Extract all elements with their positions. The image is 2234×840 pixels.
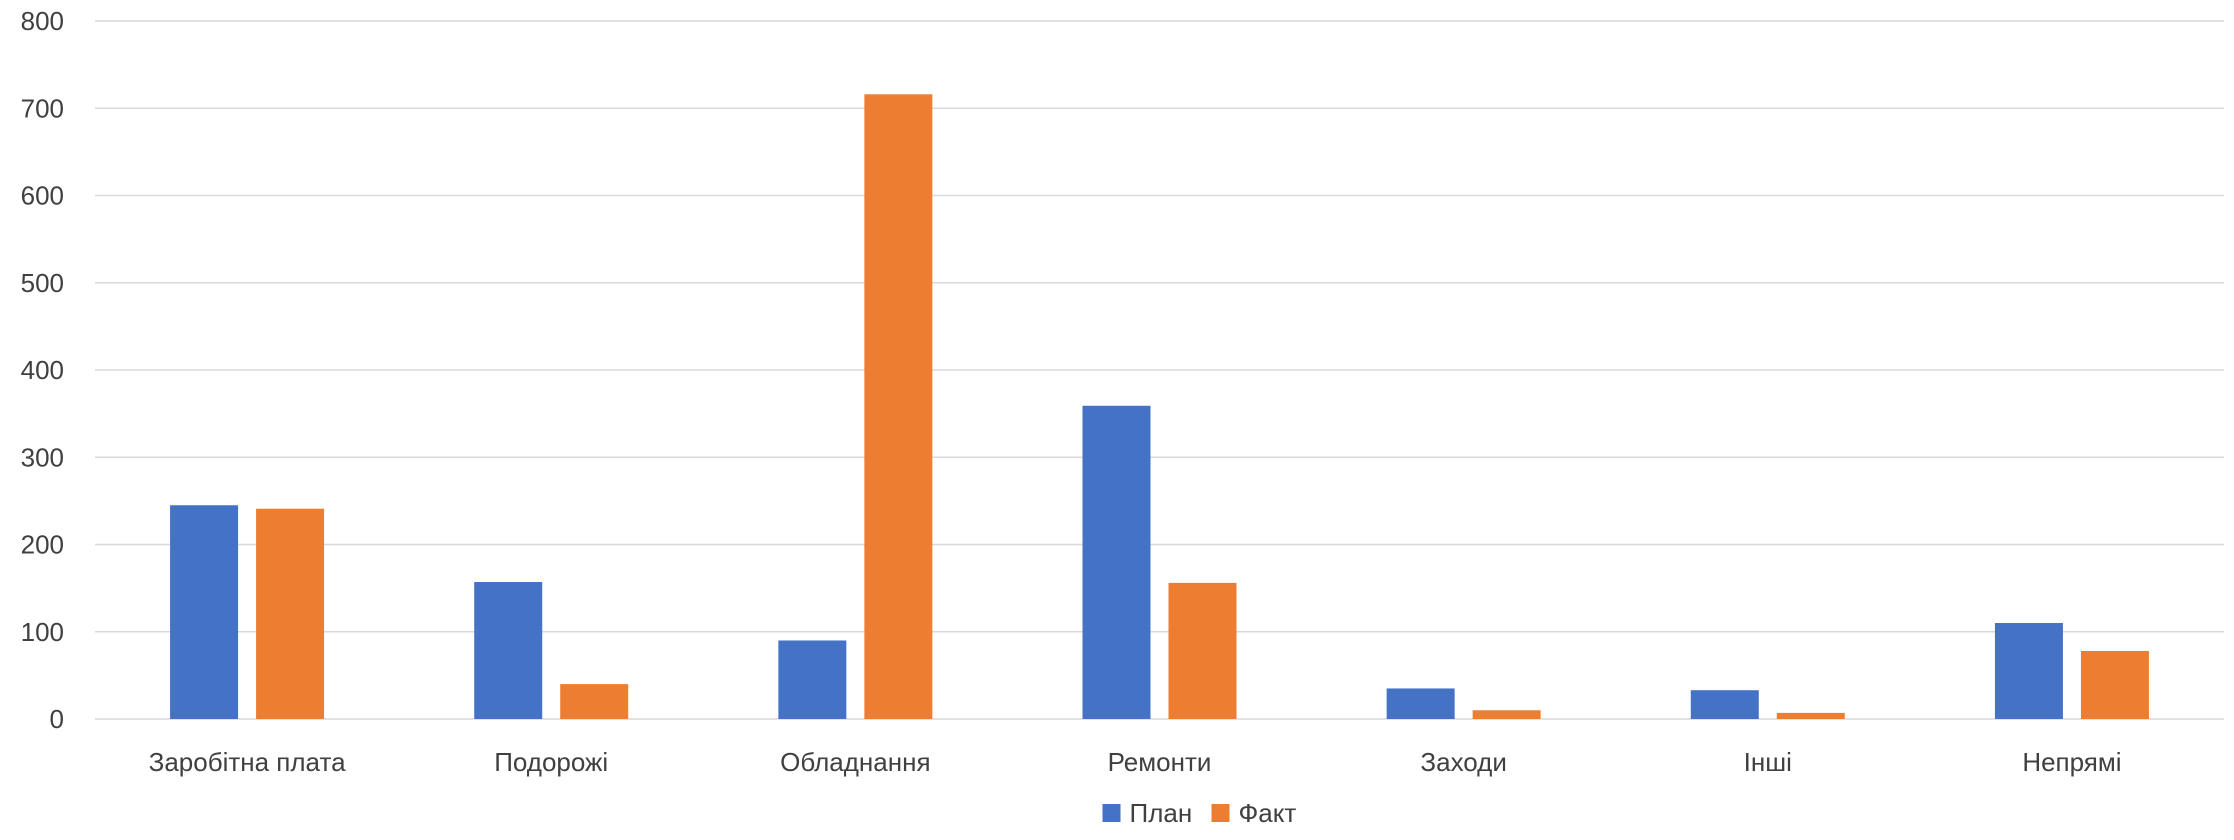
y-tick-label: 500 [21,268,64,298]
bars [170,94,2149,720]
bar-plan [1386,688,1455,719]
bar-plan [170,505,239,719]
x-category-label: Заробітна плата [149,747,346,777]
bar-fact [1776,712,1845,719]
y-tick-label: 0 [50,704,64,734]
bar-fact [256,508,325,719]
bar-fact [1168,582,1237,719]
x-category-label: Заходи [1420,747,1506,777]
x-category-label: Інші [1744,747,1792,777]
legend-swatch [1211,804,1230,822]
y-tick-label: 800 [21,6,64,36]
y-tick-label: 100 [21,617,64,647]
x-axis-category-labels: Заробітна плата Подорожі Обладнання Ремонти… [149,747,2122,777]
bar-plan [1690,690,1759,719]
x-category-label: Подорожі [494,747,608,777]
y-axis-tick-labels: 0 100 200 300 400 500 600 700 800 [21,6,64,734]
x-category-label: Ремонти [1108,747,1212,777]
bar-plan [778,640,847,719]
bar-fact [560,684,629,719]
legend: План Факт [1102,798,1297,828]
y-tick-label: 200 [21,530,64,560]
y-tick-label: 300 [21,442,64,472]
bar-plan [1994,623,2063,719]
bar-plan [1082,405,1151,719]
gridlines [95,20,2224,720]
bar-fact [1472,710,1541,719]
x-category-label: Обладнання [780,747,930,777]
y-tick-label: 600 [21,181,64,211]
bar-fact [2080,650,2149,719]
legend-label: Факт [1239,798,1297,828]
bar-plan [474,582,543,719]
x-category-label: Непрямі [2022,747,2121,777]
legend-label: План [1130,798,1193,828]
bar-fact [864,94,933,720]
y-tick-label: 400 [21,355,64,385]
legend-swatch [1102,804,1121,822]
y-tick-label: 700 [21,93,64,123]
